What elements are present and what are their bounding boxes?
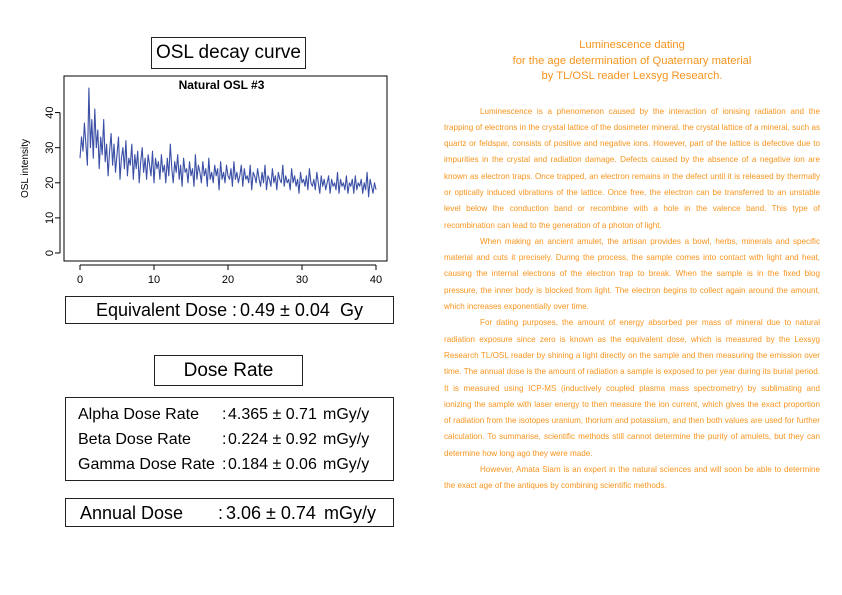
gamma-dose-rate-label: Gamma Dose Rate xyxy=(78,456,215,473)
dose-rate-title-box: Dose Rate xyxy=(154,355,303,386)
equivalent-dose-value: 0.49 ± 0.04 xyxy=(240,300,330,320)
annual-dose-value: 3.06 ± 0.74 xyxy=(226,503,316,523)
article-paragraph-2: When making an ancient amulet, the artis… xyxy=(444,236,820,312)
x-tick-label: 10 xyxy=(148,274,160,286)
alpha-dose-rate-label: Alpha Dose Rate xyxy=(78,406,199,423)
gamma-dose-rate-value: 0.184 ± 0.06 xyxy=(228,456,317,473)
x-tick-label: 0 xyxy=(77,274,83,286)
beta-dose-rate-value: 0.224 ± 0.92 xyxy=(228,431,317,448)
equivalent-dose-label: Equivalent Dose xyxy=(96,300,228,320)
gamma-dose-rate-unit: mGy/y xyxy=(323,456,370,473)
chart-title: Natural OSL #3 xyxy=(179,78,265,92)
article-heading-line-1: Luminescence dating xyxy=(579,39,685,51)
alpha-dose-rate-separator: : xyxy=(222,406,227,423)
y-tick-label: 40 xyxy=(44,106,56,118)
y-tick-label: 10 xyxy=(44,212,56,224)
annual-dose-separator: : xyxy=(218,503,224,523)
y-axis-label: OSL intensity xyxy=(20,139,31,198)
gamma-dose-rate-separator: : xyxy=(222,456,227,473)
osl-title: OSL decay curve xyxy=(155,42,302,63)
x-tick-label: 40 xyxy=(370,274,382,286)
beta-dose-rate-separator: : xyxy=(222,431,227,448)
annual-dose-label: Annual Dose xyxy=(80,503,184,523)
osl-title-box: OSL decay curve xyxy=(151,37,306,69)
y-tick-label: 20 xyxy=(44,177,56,189)
osl-series-line-1 xyxy=(79,87,377,198)
beta-dose-rate-unit: mGy/y xyxy=(323,431,370,448)
beta-dose-rate-label: Beta Dose Rate xyxy=(78,431,191,448)
equivalent-dose-unit: Gy xyxy=(340,300,364,320)
alpha-dose-rate-value: 4.365 ± 0.71 xyxy=(228,406,317,423)
article-paragraph-4: However, Amata Siam is an expert in the … xyxy=(444,465,820,491)
x-tick-label: 30 xyxy=(296,274,308,286)
article-column: Luminescence dating for the age determin… xyxy=(444,38,820,495)
article-heading-line-3: by TL/OSL reader Lexsyg Research. xyxy=(541,70,723,82)
article-heading-line-2: for the age determination of Quaternary … xyxy=(512,54,752,67)
article-paragraph-1: Luminescence is a phenomenon caused by t… xyxy=(444,106,820,230)
y-tick-label: 30 xyxy=(44,142,56,154)
equivalent-dose-box: Equivalent Dose : 0.49 ± 0.04 Gy xyxy=(65,296,394,324)
annual-dose-unit: mGy/y xyxy=(324,503,376,523)
dose-rates-box: Alpha Dose Rate : 4.365 ± 0.71 mGy/y Bet… xyxy=(65,397,394,481)
x-tick-label: 20 xyxy=(222,274,234,286)
article-heading: Luminescence dating for the age determin… xyxy=(444,38,820,85)
equivalent-dose-separator: : xyxy=(232,300,238,320)
plot-frame xyxy=(63,75,388,262)
dose-rate-title: Dose Rate xyxy=(183,359,274,381)
y-tick-label: 0 xyxy=(44,250,56,256)
osl-chart: Natural OSL #3 0 10 20 30 40 0 10 20 30 40 OSL inte… xyxy=(20,75,388,286)
article-paragraph-3: For dating purposes, the amount of energ… xyxy=(444,318,820,458)
alpha-dose-rate-unit: mGy/y xyxy=(323,406,370,423)
annual-dose-box: Annual Dose : 3.06 ± 0.74 mGy/y xyxy=(65,498,394,527)
